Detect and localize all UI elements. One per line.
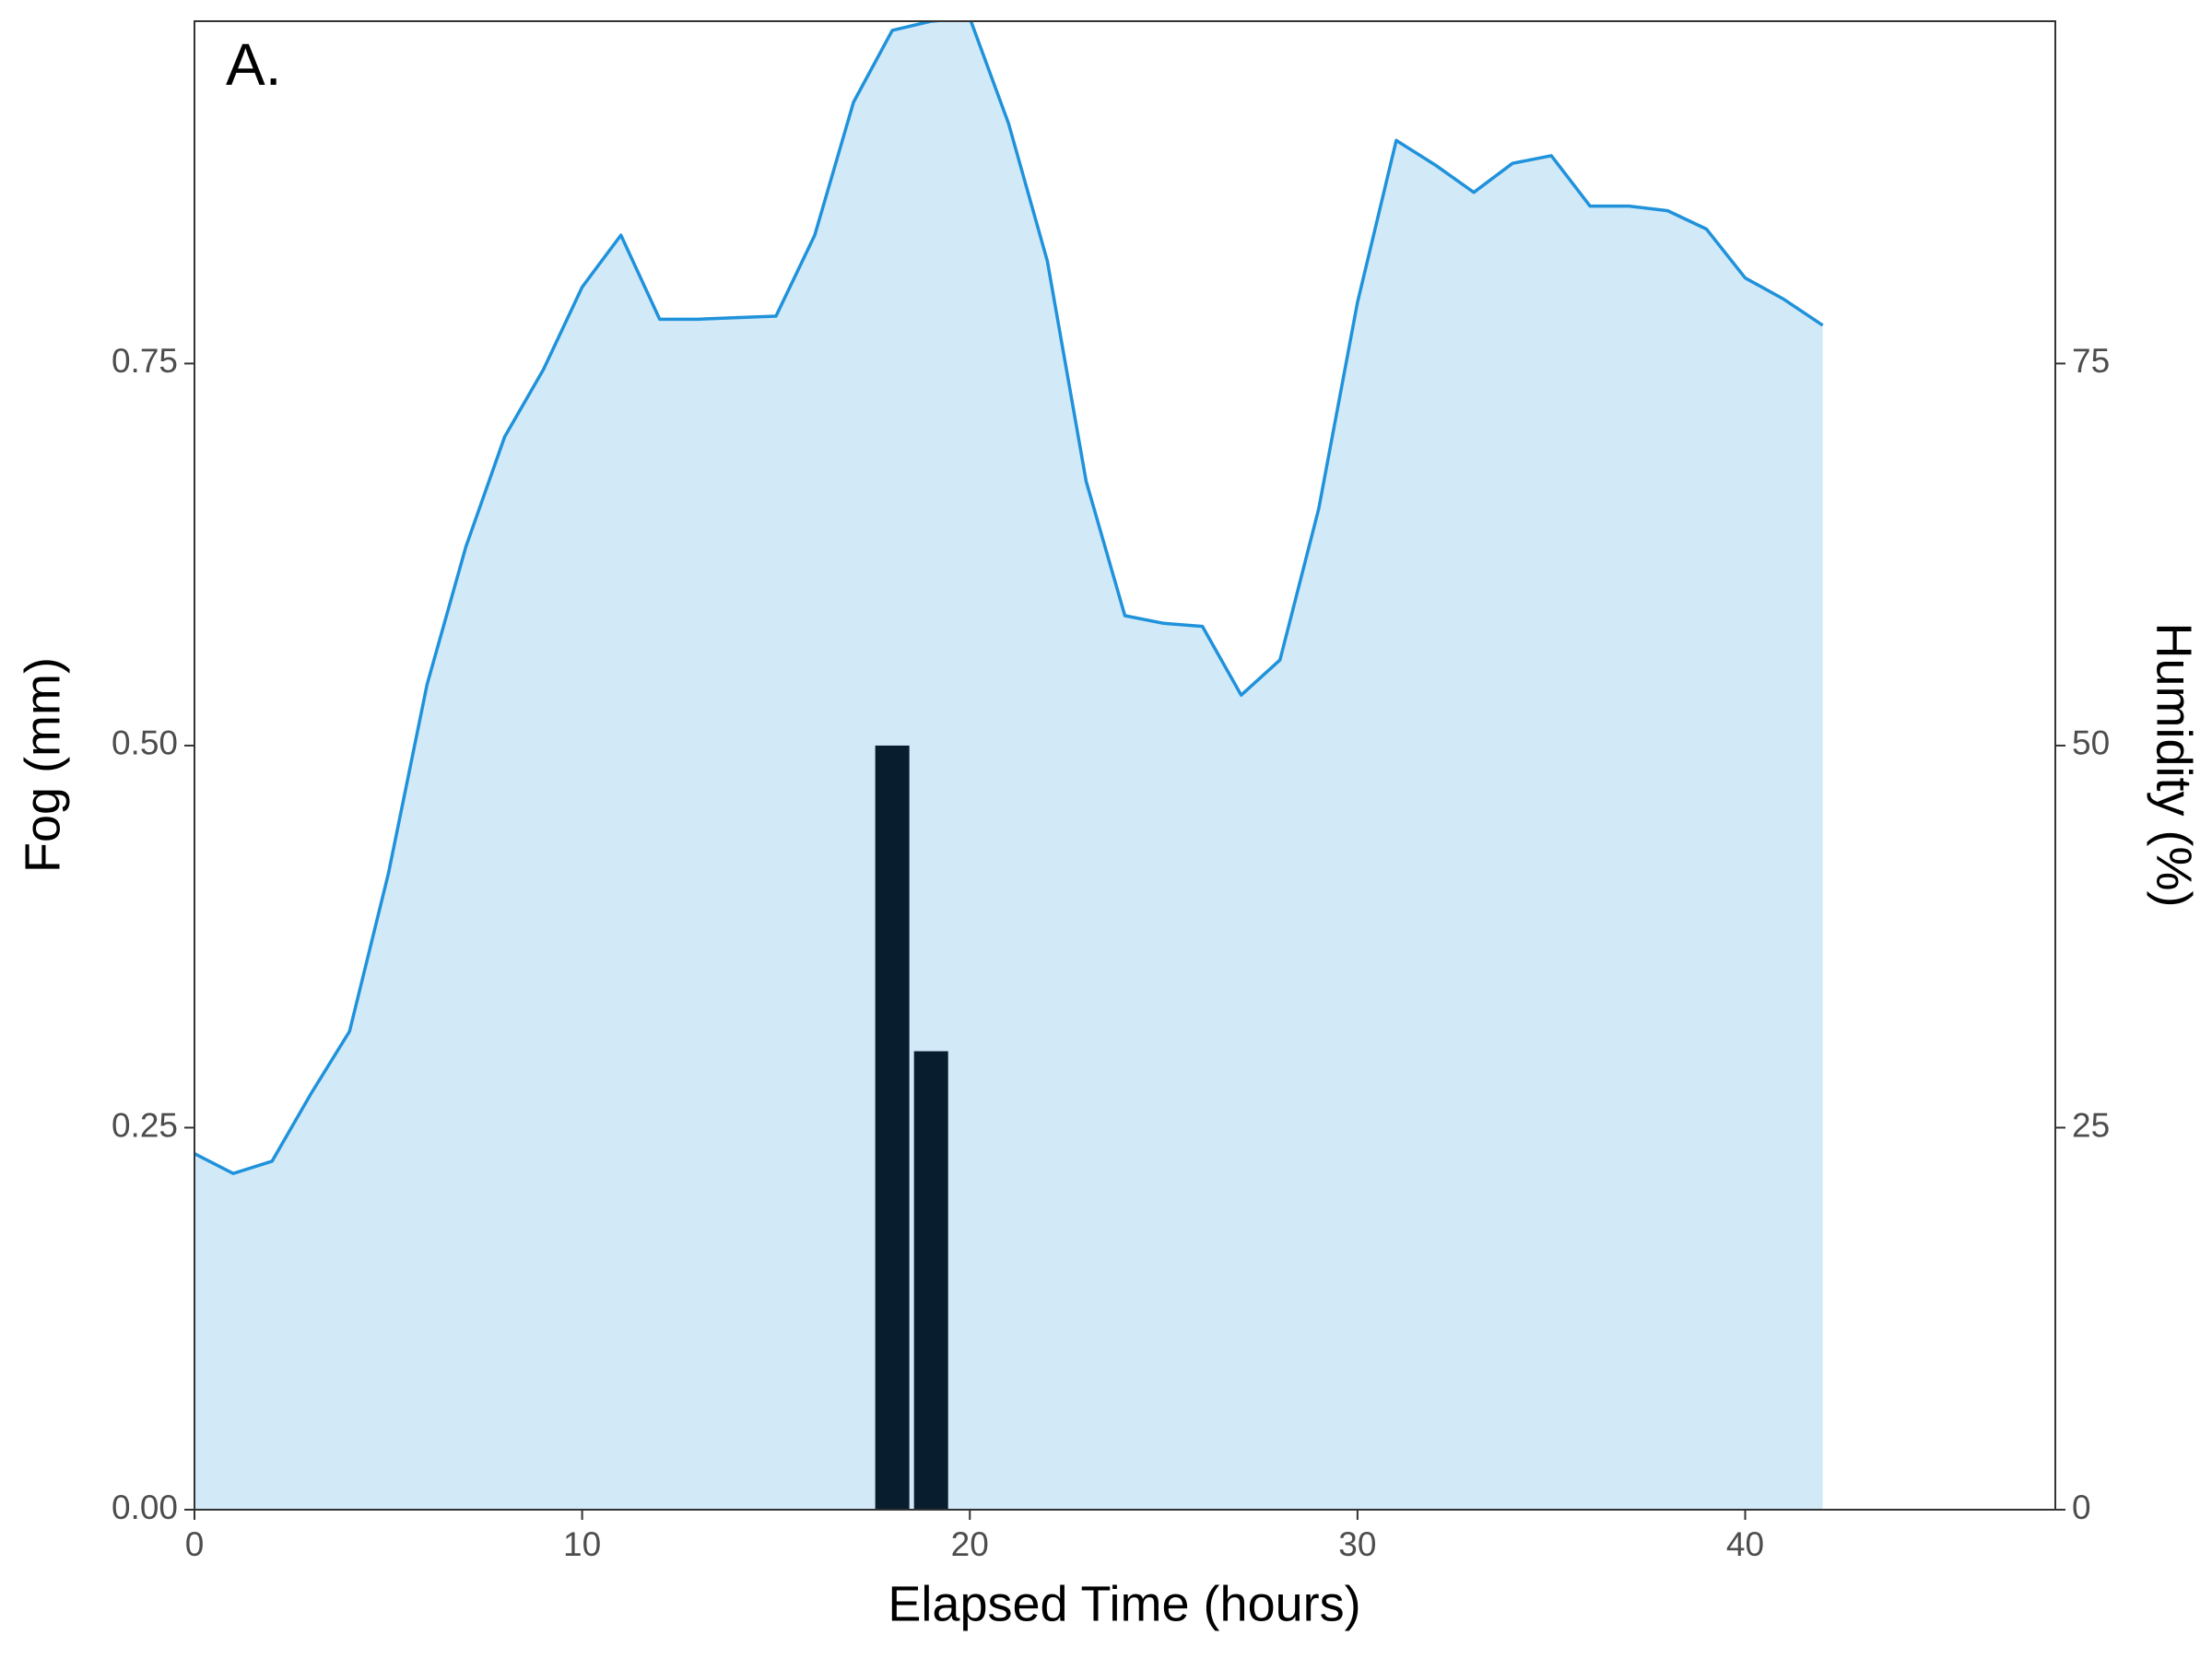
humidity-area [194,21,1823,1510]
plot-area [194,21,1824,1510]
y2-axis-title: Humidity (%) [2147,622,2202,907]
y-axis-title: Fog (mm) [15,657,70,873]
fog-bar [913,1051,948,1510]
x-tick-label: 0 [185,1525,205,1563]
y2-tick-label: 75 [2072,342,2110,380]
x-tick-label: 30 [1338,1525,1376,1563]
x-axis-title: Elapsed Time (hours) [888,1576,1360,1631]
x-tick-label: 40 [1726,1525,1764,1563]
fog-bar [875,745,910,1510]
humidity-line [194,21,1824,1175]
y2-tick-label: 25 [2072,1106,2110,1144]
y2-tick-label: 50 [2072,724,2110,762]
y-tick-label: 0.25 [112,1106,178,1144]
y-tick-label: 0.75 [112,342,178,380]
x-tick-label: 20 [951,1525,989,1563]
panel-label: A. [226,31,281,98]
x-tick-label: 10 [563,1525,601,1563]
y-tick-label: 0.00 [112,1488,178,1526]
y-tick-label: 0.50 [112,724,178,762]
panel-border [194,20,2056,1511]
y2-tick-label: 0 [2072,1488,2091,1526]
